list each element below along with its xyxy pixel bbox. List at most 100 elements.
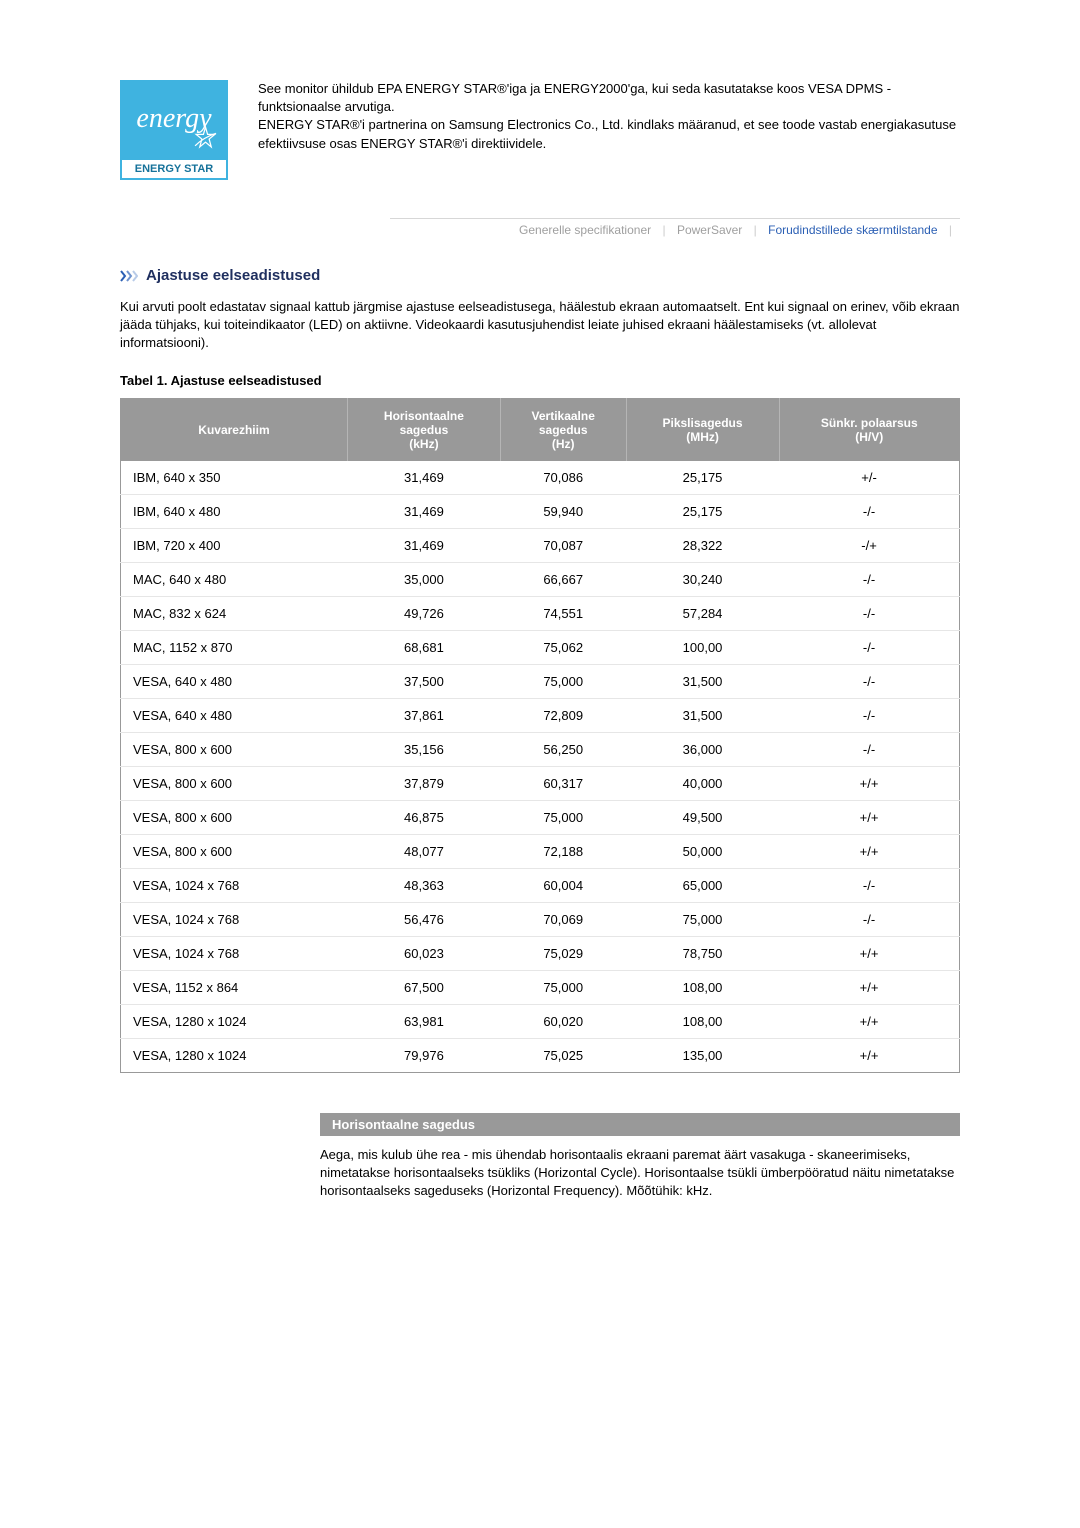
table-cell: +/- <box>779 461 959 495</box>
table-cell: 28,322 <box>626 528 779 562</box>
table-cell: VESA, 640 x 480 <box>121 664 348 698</box>
table-cell: -/- <box>779 596 959 630</box>
table-row: VESA, 1024 x 76848,36360,00465,000-/- <box>121 868 960 902</box>
table-row: IBM, 640 x 35031,46970,08625,175+/- <box>121 461 960 495</box>
tab-separator: | <box>949 223 952 237</box>
table-cell: -/- <box>779 494 959 528</box>
table-cell: 70,086 <box>500 461 626 495</box>
definition-title: Horisontaalne sagedus <box>320 1113 960 1136</box>
table-cell: 57,284 <box>626 596 779 630</box>
table-cell: -/- <box>779 902 959 936</box>
chevron-right-icon <box>120 269 138 283</box>
intro-p1: See monitor ühildub EPA ENERGY STAR®'iga… <box>258 80 960 116</box>
table-cell: 36,000 <box>626 732 779 766</box>
tab-generelle[interactable]: Generelle specifikationer <box>519 223 651 237</box>
definition-body: Aega, mis kulub ühe rea - mis ühendab ho… <box>320 1136 960 1201</box>
table-cell: 75,025 <box>500 1038 626 1072</box>
table-cell: 31,500 <box>626 664 779 698</box>
table-cell: 135,00 <box>626 1038 779 1072</box>
energy-star-logo: energy ENERGY STAR <box>120 80 228 188</box>
logo-label: ENERGY STAR <box>120 158 228 180</box>
table-cell: +/+ <box>779 834 959 868</box>
table-cell: 60,020 <box>500 1004 626 1038</box>
table-cell: +/+ <box>779 970 959 1004</box>
table-cell: +/+ <box>779 800 959 834</box>
table-cell: 75,029 <box>500 936 626 970</box>
table-cell: 37,861 <box>347 698 500 732</box>
section-paragraph: Kui arvuti poolt edastatav signaal kattu… <box>120 298 960 353</box>
table-row: VESA, 800 x 60035,15656,25036,000-/- <box>121 732 960 766</box>
table-cell: 63,981 <box>347 1004 500 1038</box>
table-cell: VESA, 800 x 600 <box>121 834 348 868</box>
tab-forudindstillede[interactable]: Forudindstillede skærmtilstande <box>768 223 937 237</box>
logo-top: energy <box>120 80 228 158</box>
table-cell: 31,469 <box>347 494 500 528</box>
table-cell: 48,077 <box>347 834 500 868</box>
timing-table: KuvarezhiimHorisontaalnesagedus(kHz)Vert… <box>120 398 960 1073</box>
table-cell: 79,976 <box>347 1038 500 1072</box>
table-cell: 35,000 <box>347 562 500 596</box>
table-cell: 75,000 <box>500 664 626 698</box>
table-cell: 50,000 <box>626 834 779 868</box>
table-cell: 67,500 <box>347 970 500 1004</box>
table-cell: VESA, 800 x 600 <box>121 800 348 834</box>
table-cell: 75,062 <box>500 630 626 664</box>
table-cell: 100,00 <box>626 630 779 664</box>
table-cell: 60,023 <box>347 936 500 970</box>
table-cell: 56,476 <box>347 902 500 936</box>
table-cell: MAC, 1152 x 870 <box>121 630 348 664</box>
table-row: IBM, 720 x 40031,46970,08728,322-/+ <box>121 528 960 562</box>
table-cell: +/+ <box>779 766 959 800</box>
table-row: VESA, 800 x 60046,87575,00049,500+/+ <box>121 800 960 834</box>
table-cell: 108,00 <box>626 1004 779 1038</box>
table-cell: 72,188 <box>500 834 626 868</box>
table-cell: 59,940 <box>500 494 626 528</box>
tab-bar: Generelle specifikationer | PowerSaver |… <box>390 218 960 237</box>
table-row: MAC, 640 x 48035,00066,66730,240-/- <box>121 562 960 596</box>
table-cell: VESA, 1024 x 768 <box>121 902 348 936</box>
table-cell: 31,500 <box>626 698 779 732</box>
table-body: IBM, 640 x 35031,46970,08625,175+/-IBM, … <box>121 461 960 1073</box>
table-cell: -/- <box>779 630 959 664</box>
table-row: VESA, 800 x 60048,07772,18850,000+/+ <box>121 834 960 868</box>
table-cell: 70,087 <box>500 528 626 562</box>
table-cell: IBM, 720 x 400 <box>121 528 348 562</box>
star-icon <box>193 125 218 150</box>
table-row: VESA, 1024 x 76856,47670,06975,000-/- <box>121 902 960 936</box>
table-cell: -/- <box>779 698 959 732</box>
table-row: MAC, 1152 x 87068,68175,062100,00-/- <box>121 630 960 664</box>
table-cell: MAC, 640 x 480 <box>121 562 348 596</box>
table-cell: MAC, 832 x 624 <box>121 596 348 630</box>
table-cell: VESA, 1024 x 768 <box>121 868 348 902</box>
table-cell: +/+ <box>779 936 959 970</box>
table-cell: 46,875 <box>347 800 500 834</box>
table-column-header: Vertikaalnesagedus(Hz) <box>500 398 626 461</box>
table-row: VESA, 1024 x 76860,02375,02978,750+/+ <box>121 936 960 970</box>
intro-p2: ENERGY STAR®'i partnerina on Samsung Ele… <box>258 116 960 152</box>
table-cell: 37,500 <box>347 664 500 698</box>
table-cell: IBM, 640 x 350 <box>121 461 348 495</box>
table-cell: 60,004 <box>500 868 626 902</box>
table-header-row: KuvarezhiimHorisontaalnesagedus(kHz)Vert… <box>121 398 960 461</box>
table-cell: -/+ <box>779 528 959 562</box>
table-row: VESA, 1280 x 102479,97675,025135,00+/+ <box>121 1038 960 1072</box>
tab-separator: | <box>754 223 757 237</box>
tab-powersaver[interactable]: PowerSaver <box>677 223 742 237</box>
table-cell: 66,667 <box>500 562 626 596</box>
table-column-header: Pikslisagedus(MHz) <box>626 398 779 461</box>
table-cell: 60,317 <box>500 766 626 800</box>
table-cell: VESA, 800 x 600 <box>121 732 348 766</box>
table-row: VESA, 1280 x 102463,98160,020108,00+/+ <box>121 1004 960 1038</box>
table-row: VESA, 640 x 48037,50075,00031,500-/- <box>121 664 960 698</box>
table-cell: 25,175 <box>626 461 779 495</box>
table-row: VESA, 800 x 60037,87960,31740,000+/+ <box>121 766 960 800</box>
table-cell: +/+ <box>779 1038 959 1072</box>
table-cell: VESA, 1280 x 1024 <box>121 1004 348 1038</box>
table-cell: 65,000 <box>626 868 779 902</box>
table-cell: 74,551 <box>500 596 626 630</box>
table-row: VESA, 640 x 48037,86172,80931,500-/- <box>121 698 960 732</box>
section-title: Ajastuse eelseadistused <box>146 267 320 284</box>
table-cell: VESA, 640 x 480 <box>121 698 348 732</box>
table-column-header: Horisontaalnesagedus(kHz) <box>347 398 500 461</box>
table-cell: -/- <box>779 732 959 766</box>
